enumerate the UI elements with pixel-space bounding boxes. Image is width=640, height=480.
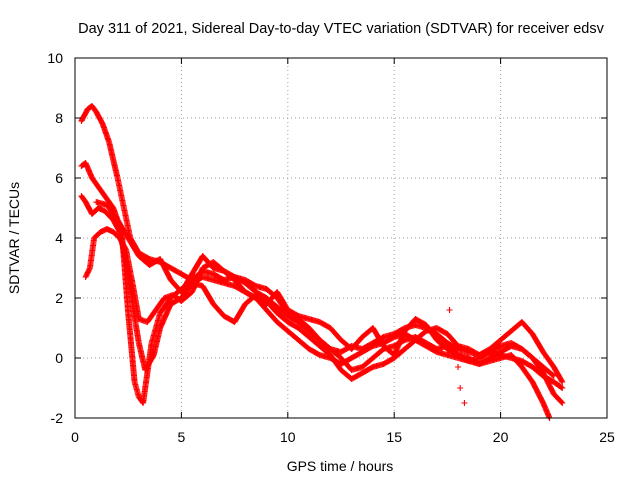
outlier-point: [455, 364, 462, 370]
x-tick-label: 25: [599, 429, 615, 445]
y-tick-label: 6: [55, 170, 63, 186]
y-tick-label: 10: [47, 50, 63, 66]
data-point: [559, 400, 566, 406]
x-tick-label: 5: [178, 429, 186, 445]
y-tick-label: 0: [55, 350, 63, 366]
x-tick-label: 10: [280, 429, 296, 445]
y-axis-label: SDTVAR / TECUs: [6, 182, 22, 294]
data-point: [559, 379, 566, 385]
x-tick-label: 15: [386, 429, 402, 445]
data-point: [558, 399, 565, 406]
data-marks: [78, 103, 566, 421]
data-point: [559, 385, 566, 391]
chart-title: Day 311 of 2021, Sidereal Day-to-day VTE…: [78, 21, 604, 37]
x-tick-label: 20: [493, 429, 509, 445]
y-tick-label: 8: [55, 110, 63, 126]
outlier-point: [446, 307, 453, 313]
y-tick-label: 4: [55, 230, 63, 246]
data-point: [558, 377, 565, 384]
x-axis-label: GPS time / hours: [287, 458, 394, 474]
y-tick-label: -2: [51, 410, 64, 426]
axis-ticks: 0 5 10 15 20 25 -2 0 2 4 6 8 10: [47, 50, 615, 445]
x-tick-label: 0: [71, 429, 79, 445]
data-point: [558, 384, 565, 391]
outlier-point: [461, 400, 468, 406]
data-point: [549, 372, 556, 379]
y-tick-label: 2: [55, 290, 63, 306]
data-point: [550, 373, 557, 379]
outlier-point: [457, 385, 464, 391]
